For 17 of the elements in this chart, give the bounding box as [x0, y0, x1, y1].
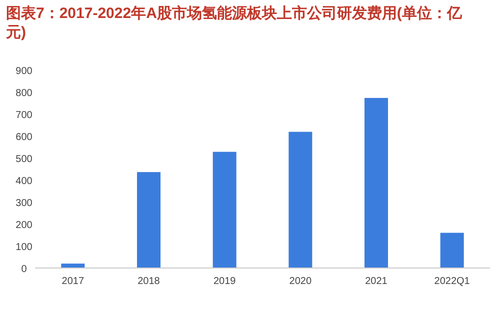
- x-tick-label: 2021: [365, 276, 388, 287]
- y-tick-label: 400: [16, 176, 33, 187]
- y-tick-label: 0: [21, 264, 28, 275]
- y-tick-label: 700: [16, 110, 33, 121]
- title: 图表7：2017-2022年A股市场氢能源板块上市公司研发费用(单位：亿元): [6, 4, 463, 42]
- x-tick-label: 2022Q1: [434, 276, 470, 287]
- y-tick-label: 200: [16, 220, 33, 231]
- x-tick-label: 2018: [138, 276, 160, 287]
- y-tick-label: 900: [16, 66, 33, 77]
- y-tick-label: 600: [16, 132, 33, 143]
- x-tick-label: 2019: [213, 276, 236, 287]
- y-tick-label: 800: [16, 88, 33, 99]
- y-tick-label: 100: [16, 242, 33, 253]
- x-tick-label: 2017: [62, 276, 84, 287]
- y-tick-label: 300: [16, 198, 33, 209]
- x-tick-label: 2020: [289, 276, 312, 287]
- y-tick-label: 500: [16, 154, 33, 165]
